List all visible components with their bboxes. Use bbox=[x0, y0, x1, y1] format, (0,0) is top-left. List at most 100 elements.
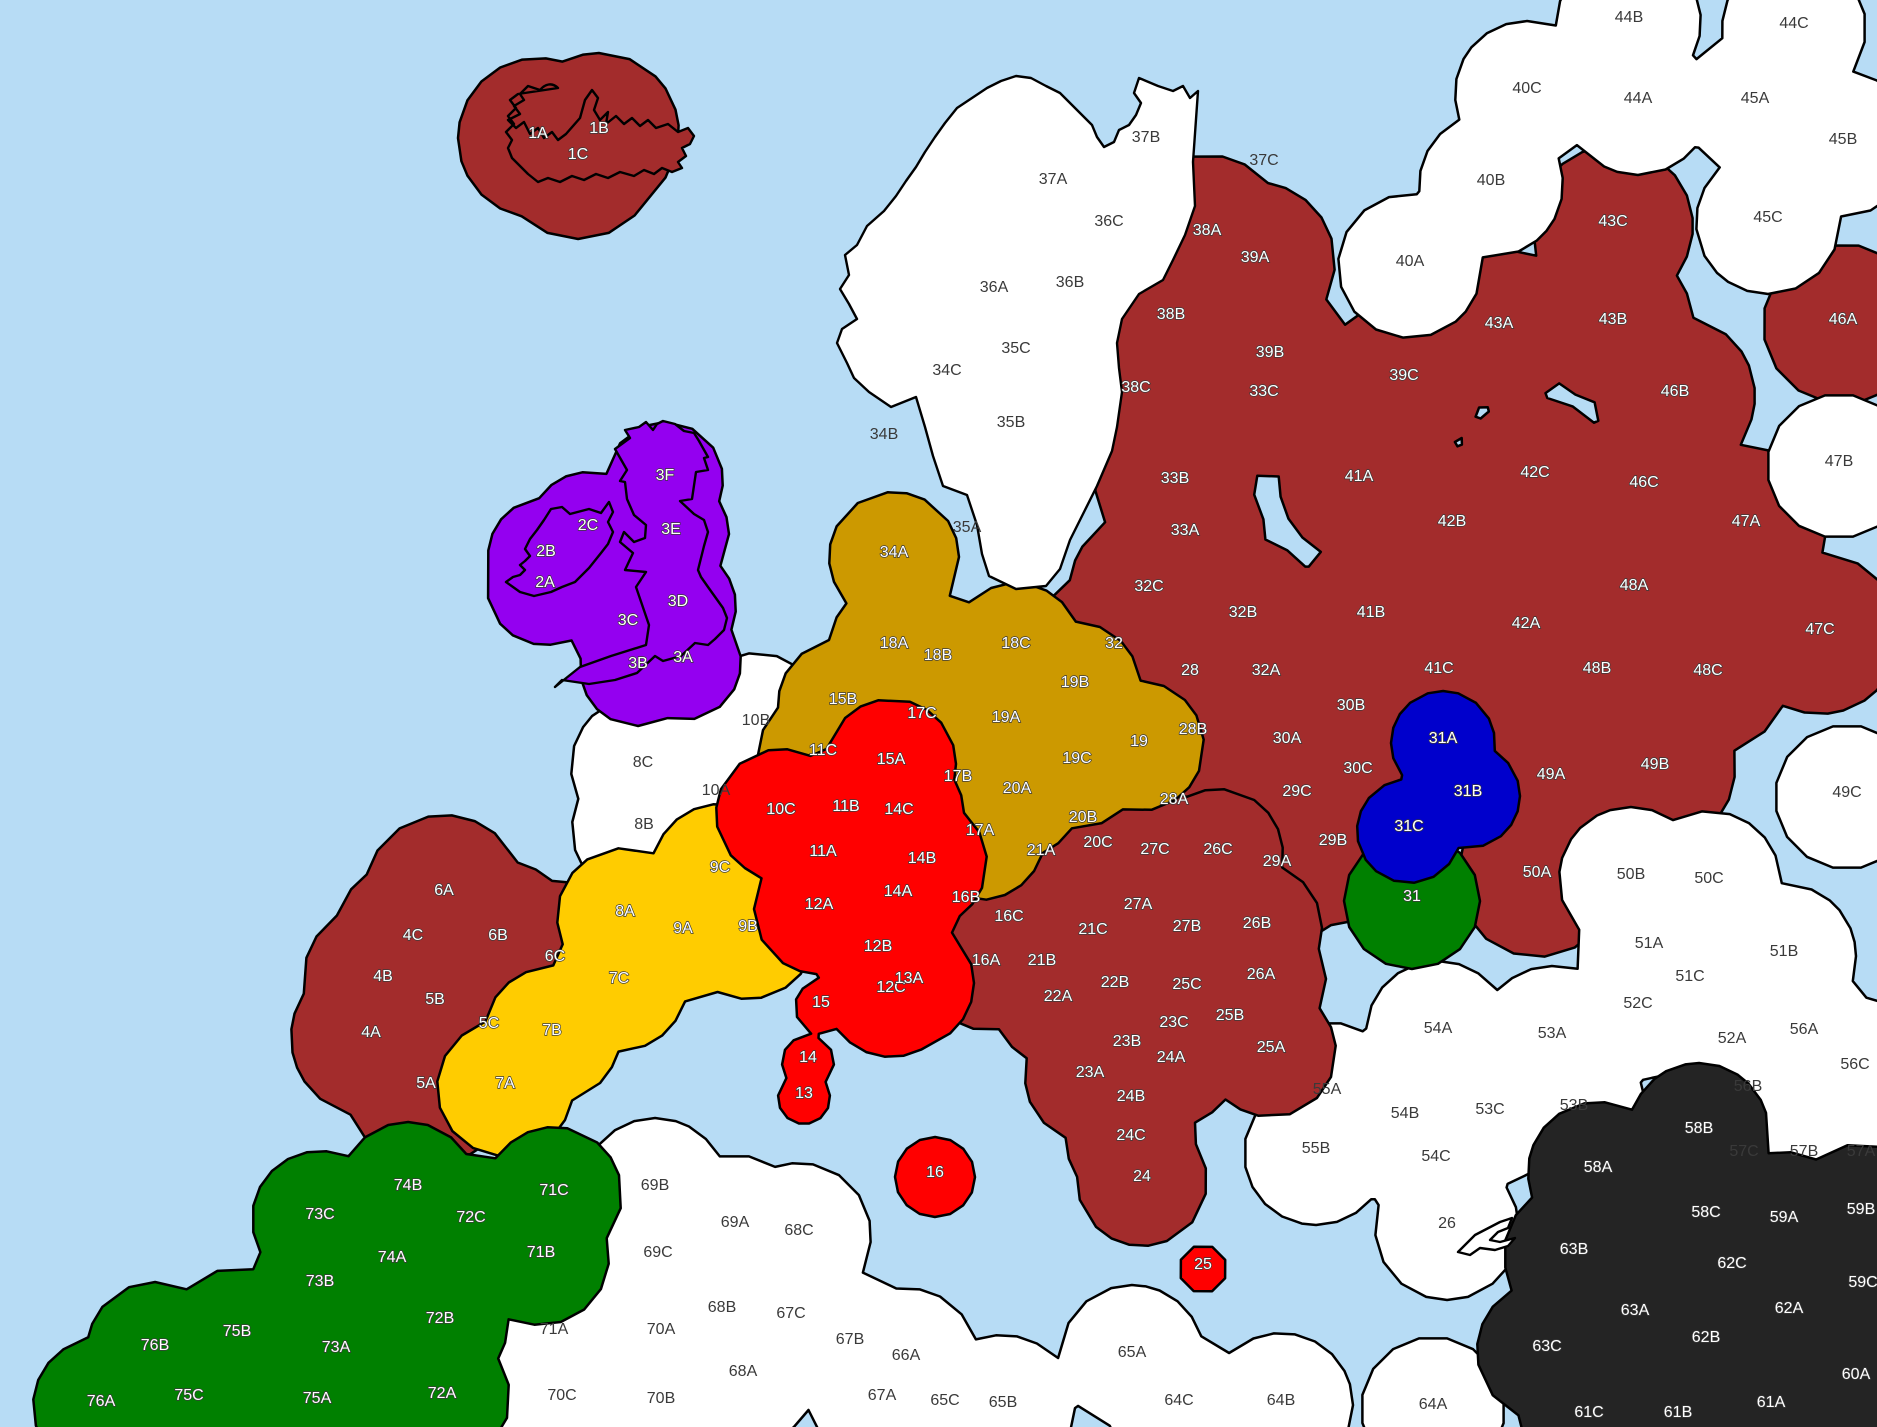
svg-text:32: 32 bbox=[1105, 635, 1123, 652]
svg-text:25A: 25A bbox=[1257, 1039, 1286, 1056]
svg-text:71C: 71C bbox=[539, 1182, 568, 1199]
svg-text:76A: 76A bbox=[87, 1393, 116, 1410]
svg-text:67A: 67A bbox=[868, 1387, 897, 1404]
svg-text:54C: 54C bbox=[1421, 1148, 1450, 1165]
svg-text:51B: 51B bbox=[1770, 943, 1798, 960]
svg-text:35A: 35A bbox=[953, 519, 982, 536]
svg-text:67B: 67B bbox=[836, 1331, 864, 1348]
svg-text:33C: 33C bbox=[1249, 383, 1278, 400]
svg-text:25: 25 bbox=[1194, 1256, 1212, 1273]
svg-text:38B: 38B bbox=[1157, 306, 1185, 323]
svg-text:54B: 54B bbox=[1391, 1105, 1419, 1122]
svg-text:46C: 46C bbox=[1629, 474, 1658, 491]
svg-text:26C: 26C bbox=[1203, 841, 1232, 858]
svg-text:61A: 61A bbox=[1757, 1394, 1786, 1411]
svg-text:44B: 44B bbox=[1615, 9, 1643, 26]
svg-text:25B: 25B bbox=[1216, 1007, 1244, 1024]
svg-text:29A: 29A bbox=[1263, 853, 1292, 870]
svg-text:4C: 4C bbox=[403, 927, 423, 944]
svg-text:9C: 9C bbox=[710, 859, 730, 876]
svg-text:63A: 63A bbox=[1621, 1302, 1650, 1319]
svg-text:31C: 31C bbox=[1394, 818, 1423, 835]
svg-text:38A: 38A bbox=[1193, 222, 1222, 239]
svg-text:66A: 66A bbox=[892, 1347, 921, 1364]
svg-text:31: 31 bbox=[1403, 888, 1421, 905]
svg-text:1A: 1A bbox=[528, 125, 548, 142]
svg-text:6C: 6C bbox=[545, 948, 565, 965]
svg-text:15: 15 bbox=[812, 994, 830, 1011]
svg-text:27B: 27B bbox=[1173, 918, 1201, 935]
svg-text:2A: 2A bbox=[535, 574, 555, 591]
svg-text:61C: 61C bbox=[1574, 1404, 1603, 1421]
svg-text:6B: 6B bbox=[488, 927, 508, 944]
svg-text:37A: 37A bbox=[1039, 171, 1068, 188]
svg-text:34A: 34A bbox=[880, 544, 909, 561]
svg-text:70B: 70B bbox=[647, 1390, 675, 1407]
svg-text:3E: 3E bbox=[661, 521, 681, 538]
svg-text:48A: 48A bbox=[1620, 577, 1649, 594]
svg-text:11A: 11A bbox=[809, 843, 837, 860]
svg-text:45A: 45A bbox=[1741, 90, 1770, 107]
svg-text:58A: 58A bbox=[1584, 1159, 1613, 1176]
svg-text:9A: 9A bbox=[673, 920, 693, 937]
svg-text:26B: 26B bbox=[1243, 915, 1271, 932]
svg-text:16B: 16B bbox=[952, 889, 980, 906]
svg-text:51C: 51C bbox=[1675, 968, 1704, 985]
svg-text:55A: 55A bbox=[1313, 1081, 1342, 1098]
svg-text:6A: 6A bbox=[434, 882, 454, 899]
svg-text:23C: 23C bbox=[1159, 1014, 1188, 1031]
svg-text:55B: 55B bbox=[1302, 1140, 1330, 1157]
svg-text:15B: 15B bbox=[829, 691, 857, 708]
svg-text:46B: 46B bbox=[1661, 383, 1689, 400]
svg-text:39B: 39B bbox=[1256, 344, 1284, 361]
svg-text:8A: 8A bbox=[615, 903, 635, 920]
svg-text:42B: 42B bbox=[1438, 513, 1466, 530]
svg-text:51A: 51A bbox=[1635, 935, 1664, 952]
svg-text:48C: 48C bbox=[1693, 662, 1722, 679]
svg-text:63B: 63B bbox=[1560, 1241, 1588, 1258]
svg-text:17B: 17B bbox=[944, 768, 972, 785]
svg-text:43B: 43B bbox=[1599, 311, 1627, 328]
svg-text:16A: 16A bbox=[972, 952, 1001, 969]
svg-text:68B: 68B bbox=[708, 1299, 736, 1316]
svg-text:65B: 65B bbox=[989, 1394, 1017, 1411]
svg-text:48B: 48B bbox=[1583, 660, 1611, 677]
svg-text:12A: 12A bbox=[805, 896, 834, 913]
svg-text:63C: 63C bbox=[1532, 1338, 1561, 1355]
svg-text:21B: 21B bbox=[1028, 952, 1056, 969]
svg-text:72C: 72C bbox=[456, 1209, 485, 1226]
svg-text:24B: 24B bbox=[1117, 1088, 1145, 1105]
svg-text:70C: 70C bbox=[547, 1387, 576, 1404]
svg-text:8B: 8B bbox=[634, 816, 654, 833]
svg-text:24C: 24C bbox=[1116, 1127, 1145, 1144]
svg-text:18C: 18C bbox=[1001, 635, 1030, 652]
svg-text:24A: 24A bbox=[1157, 1049, 1186, 1066]
svg-text:31B: 31B bbox=[1454, 783, 1482, 800]
svg-text:7C: 7C bbox=[609, 970, 629, 987]
svg-text:23A: 23A bbox=[1076, 1064, 1105, 1081]
svg-text:1C: 1C bbox=[568, 146, 588, 163]
svg-text:19C: 19C bbox=[1062, 750, 1091, 767]
svg-text:73B: 73B bbox=[306, 1273, 334, 1290]
svg-text:64A: 64A bbox=[1419, 1396, 1448, 1413]
svg-text:18B: 18B bbox=[924, 647, 952, 664]
svg-text:69C: 69C bbox=[643, 1244, 672, 1261]
svg-text:47C: 47C bbox=[1805, 621, 1834, 638]
svg-text:40C: 40C bbox=[1512, 80, 1541, 97]
svg-text:69A: 69A bbox=[721, 1214, 750, 1231]
svg-text:21C: 21C bbox=[1078, 921, 1107, 938]
svg-text:10A: 10A bbox=[702, 782, 731, 799]
svg-text:50B: 50B bbox=[1617, 866, 1645, 883]
svg-text:73C: 73C bbox=[305, 1206, 334, 1223]
svg-text:41C: 41C bbox=[1424, 660, 1453, 677]
svg-text:25C: 25C bbox=[1172, 976, 1201, 993]
svg-text:3B: 3B bbox=[628, 655, 648, 672]
svg-text:14: 14 bbox=[799, 1049, 817, 1066]
svg-text:57C: 57C bbox=[1729, 1143, 1758, 1160]
svg-text:71A: 71A bbox=[540, 1321, 569, 1338]
svg-text:8C: 8C bbox=[633, 754, 653, 771]
svg-text:75B: 75B bbox=[223, 1323, 251, 1340]
svg-text:35B: 35B bbox=[997, 414, 1025, 431]
svg-text:70A: 70A bbox=[647, 1321, 676, 1338]
svg-text:26A: 26A bbox=[1247, 966, 1276, 983]
